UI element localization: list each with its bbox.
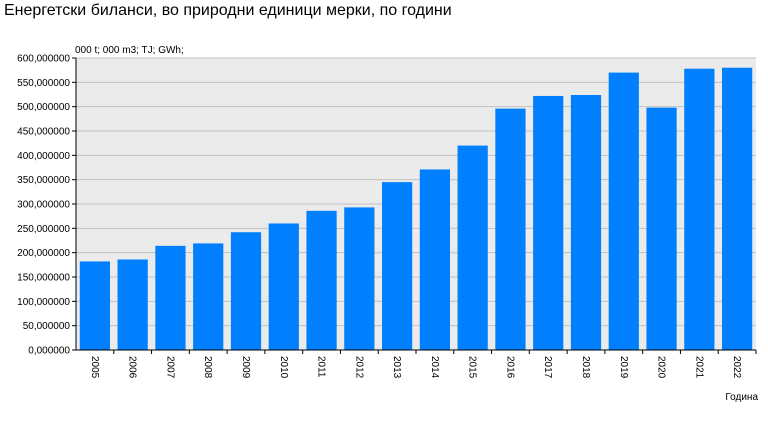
- x-axis-ticks: 2005 2006 2007 2008 2009 2010 2011 2012 2013 2014…: [89, 350, 757, 379]
- bar-2006: [117, 259, 148, 350]
- x-tick-label: 2005: [89, 356, 100, 379]
- x-axis-label: Година: [725, 392, 758, 403]
- y-tick-label: 250,000000: [17, 224, 70, 235]
- y-tick-label: 450,000000: [17, 127, 70, 138]
- bar-2014: [419, 169, 450, 350]
- x-tick-label: 2018: [580, 356, 591, 379]
- x-tick-label: 2011: [316, 356, 327, 378]
- x-tick-label: 2016: [504, 356, 515, 379]
- y-tick-label: 300,000000: [17, 200, 70, 211]
- x-tick-label: 2010: [278, 356, 289, 379]
- bar-2012: [344, 207, 375, 350]
- y-tick-label: 150,000000: [17, 273, 70, 284]
- x-tick-label: 2014: [429, 356, 440, 379]
- bar-2008: [193, 243, 224, 350]
- bar-2019: [608, 72, 639, 350]
- bar-2011: [306, 210, 337, 350]
- bar-2013: [382, 182, 413, 350]
- bar-2022: [722, 67, 753, 350]
- bar-2005: [79, 261, 110, 350]
- chart-title: Енергетски биланси, во природни единици …: [4, 2, 452, 19]
- bars: [79, 67, 753, 351]
- x-tick-label: 2022: [731, 356, 742, 379]
- x-tick-label: 2009: [240, 356, 251, 379]
- bar-2015: [457, 145, 488, 350]
- y-tick-label: 200,000000: [17, 248, 70, 259]
- x-tick-label: 2020: [656, 356, 667, 379]
- y-tick-label: 600,000000: [17, 54, 70, 65]
- bar-2010: [268, 223, 299, 350]
- y-tick-label: 350,000000: [17, 175, 70, 186]
- y-tick-label: 100,000000: [17, 297, 70, 308]
- x-tick-label: 2017: [542, 356, 553, 379]
- x-tick-label: 2021: [693, 356, 704, 379]
- bar-2021: [684, 68, 715, 350]
- x-tick-label: 2013: [391, 356, 402, 379]
- y-axis-ticks: 0,000000 50,000000 100,000000 150,000000 200…: [17, 54, 76, 357]
- x-tick-label: 2015: [467, 356, 478, 379]
- x-tick-label: 2006: [127, 356, 138, 379]
- x-tick-label: 2012: [353, 356, 364, 379]
- bar-2007: [155, 245, 186, 350]
- y-tick-label: 400,000000: [17, 151, 70, 162]
- y-tick-label: 0,000000: [28, 346, 70, 357]
- x-tick-label: 2007: [164, 356, 175, 379]
- y-tick-label: 550,000000: [17, 78, 70, 89]
- x-tick-label: 2019: [618, 356, 629, 379]
- bar-2020: [646, 107, 677, 350]
- bar-2017: [533, 95, 564, 351]
- bar-2016: [495, 108, 526, 350]
- x-tick-label: 2008: [202, 356, 213, 379]
- y-tick-label: 50,000000: [23, 321, 71, 332]
- bar-2009: [230, 232, 262, 350]
- bar-2018: [570, 94, 602, 350]
- y-axis-unit-label: 000 t; 000 m3; TJ; GWh;: [75, 45, 184, 56]
- y-tick-label: 500,000000: [17, 102, 70, 113]
